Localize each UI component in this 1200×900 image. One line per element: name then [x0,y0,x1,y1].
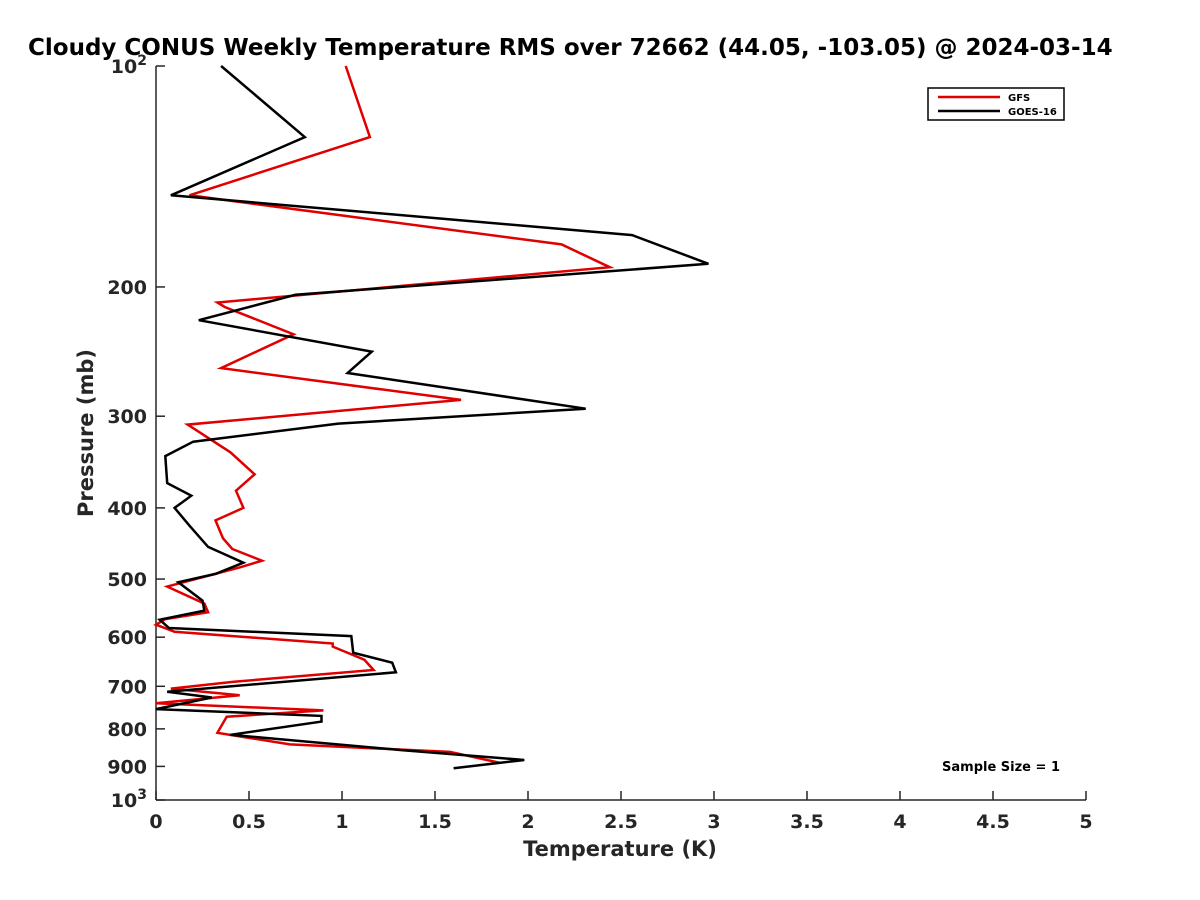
y-tick-label: 200 [107,277,147,299]
x-tick-label: 0 [149,811,162,833]
x-tick-label: 1.5 [418,811,452,833]
sample-size-annotation: Sample Size = 1 [942,760,1060,775]
legend: GFS GOES-16 [927,87,1065,121]
x-tick-label: 2.5 [604,811,638,833]
x-tick-label: 4 [893,811,906,833]
y-tick-label: 300 [107,406,147,428]
y-tick-label: 400 [107,498,147,520]
series-line-goes-16 [155,65,709,770]
x-tick-label: 3 [707,811,720,833]
y-tick-label: 700 [107,676,147,698]
plot-area: 0 0.5 1 1.5 2 2.5 3 3.5 4 4.5 5 200 300 400 500 600 700 8… [107,53,1092,833]
x-tick-label: 0.5 [232,811,266,833]
x-tick-label: 2 [521,811,534,833]
x-tick-label: 1 [335,811,348,833]
y-tick-label: 900 [107,756,147,778]
y-axis-label: Pressure (mb) [74,349,98,517]
y-tick-label: 600 [107,627,147,649]
legend-label-gfs: GFS [1008,93,1030,104]
y-tick-label: 500 [107,569,147,591]
y-tick-label: 800 [107,719,147,741]
legend-label-goes-16: GOES-16 [1008,107,1057,118]
x-axis-label: Temperature (K) [523,837,717,861]
x-tick-label: 4.5 [976,811,1010,833]
y-tick-label-top: 102 [111,53,147,78]
x-tick-label: 5 [1079,811,1092,833]
legend-box [927,87,1065,121]
chart-title: Cloudy CONUS Weekly Temperature RMS over… [28,35,1113,61]
y-tick-label-bottom: 103 [111,787,147,812]
series-line-gfs [153,65,615,765]
x-tick-label: 3.5 [790,811,824,833]
